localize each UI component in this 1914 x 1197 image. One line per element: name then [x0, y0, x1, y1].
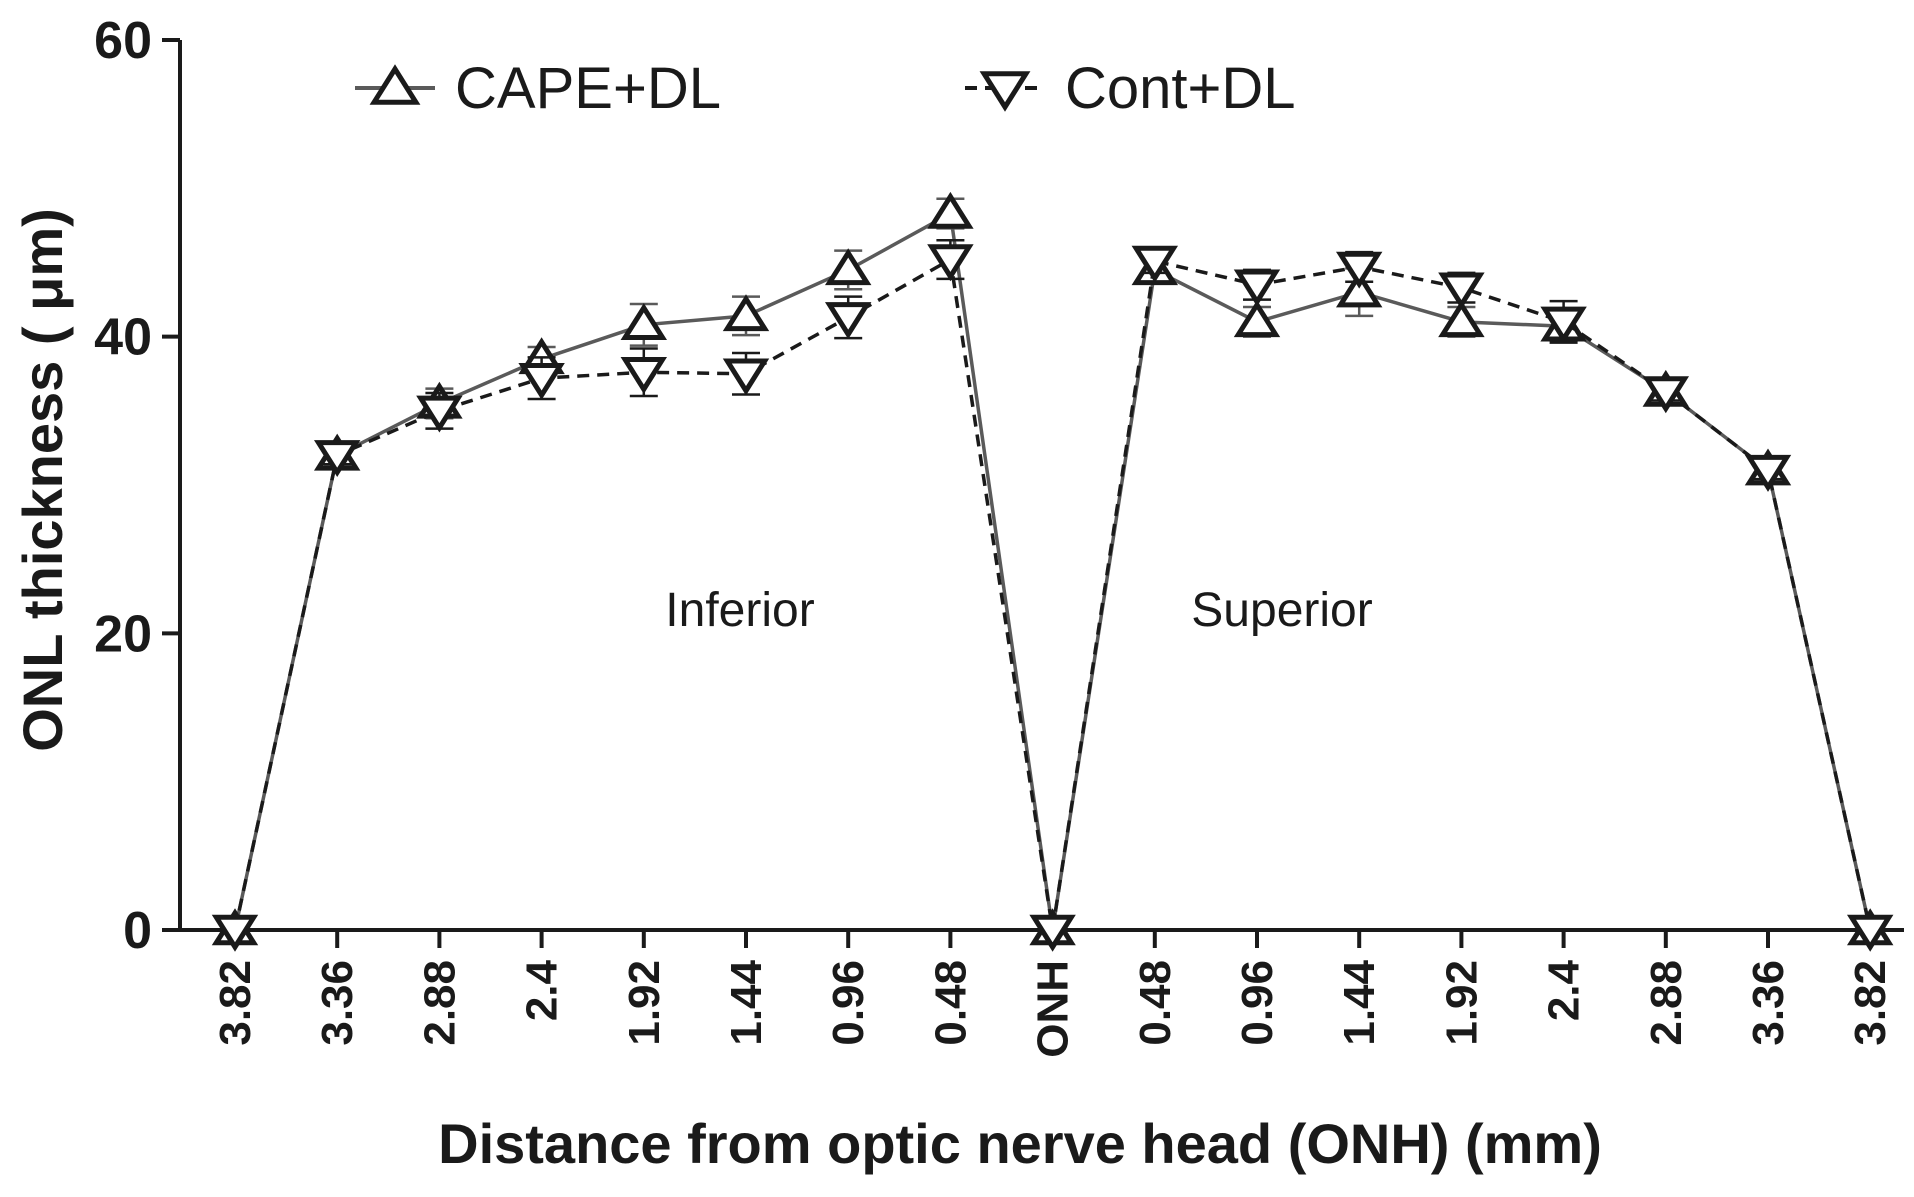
x-ticks: 3.82 3.36 2.88 2.4 1.92 1.44 0.96 0.48 ONH 0.48 0.…: [211, 930, 1895, 1058]
x-tick-label: 0.96: [824, 960, 873, 1046]
series-cape-dl: [211, 191, 1894, 946]
data-point: [1846, 914, 1894, 952]
annotation-superior: Superior: [1191, 584, 1372, 637]
x-tick-label: 0.48: [1131, 960, 1180, 1046]
data-point: [1335, 251, 1383, 289]
series-cont-dl: [211, 239, 1894, 952]
data-point: [1540, 306, 1587, 344]
series-line: [233, 210, 1872, 931]
data-point: [620, 357, 668, 394]
x-tick-label: 2.88: [1642, 960, 1691, 1046]
data-point: [416, 395, 463, 433]
data-point: [1029, 914, 1076, 952]
x-tick-label: 0.48: [926, 960, 975, 1046]
x-tick-label: 0.96: [1233, 960, 1282, 1046]
data-point: [1438, 300, 1485, 338]
data-point: [211, 914, 259, 952]
x-tick-label: 3.36: [313, 960, 362, 1046]
y-tick-label: 0: [123, 902, 152, 960]
data-point: [927, 244, 974, 282]
annotation-inferior: Inferior: [665, 584, 814, 637]
y-ticks: 0 20 40 60: [94, 12, 180, 960]
data-point: [1335, 270, 1383, 308]
y-tick-label: 20: [94, 605, 152, 663]
legend: CAPE+DL Cont+DL: [355, 56, 1296, 121]
x-tick-label: 2.4: [518, 959, 567, 1021]
y-tick-label: 40: [94, 309, 152, 367]
x-tick-label: 3.82: [211, 960, 260, 1046]
x-tick-label: 1.44: [722, 959, 771, 1045]
x-tick-label: 1.44: [1335, 959, 1384, 1045]
x-tick-label: 1.92: [1437, 960, 1486, 1046]
y-tick-label: 60: [94, 12, 152, 70]
data-point: [1131, 245, 1179, 283]
x-axis-title: Distance from optic nerve head (ONH) (mm…: [438, 1112, 1602, 1175]
legend-item: CAPE+DL: [355, 56, 721, 121]
axes: [178, 40, 1904, 932]
data-point: [1642, 376, 1690, 414]
data-point: [1233, 269, 1281, 307]
legend-label: Cont+DL: [1065, 56, 1296, 121]
legend-label: CAPE+DL: [455, 56, 721, 121]
data-point: [722, 294, 770, 332]
data-point: [1233, 300, 1281, 338]
legend-marker: [979, 71, 1031, 112]
data-point: [1744, 454, 1792, 492]
x-tick-label: ONH: [1029, 960, 1078, 1058]
y-axis-title: ONL thickness ( μm): [11, 208, 74, 752]
x-tick-label: 1.92: [620, 960, 669, 1046]
legend-item: Cont+DL: [965, 56, 1296, 121]
series-layer: [211, 191, 1894, 952]
data-point: [313, 440, 361, 478]
data-point: [722, 358, 770, 396]
data-point: [518, 362, 565, 400]
data-point: [927, 191, 974, 229]
x-tick-label: 2.4: [1540, 959, 1589, 1021]
x-tick-label: 3.36: [1744, 960, 1793, 1046]
data-point: [824, 248, 872, 286]
data-point: [620, 303, 668, 341]
data-point: [824, 302, 872, 340]
x-tick-label: 3.82: [1846, 960, 1895, 1046]
data-point: [1438, 272, 1485, 310]
x-tick-label: 2.88: [415, 960, 464, 1046]
legend-marker: [369, 64, 421, 105]
series-line: [233, 256, 1872, 931]
